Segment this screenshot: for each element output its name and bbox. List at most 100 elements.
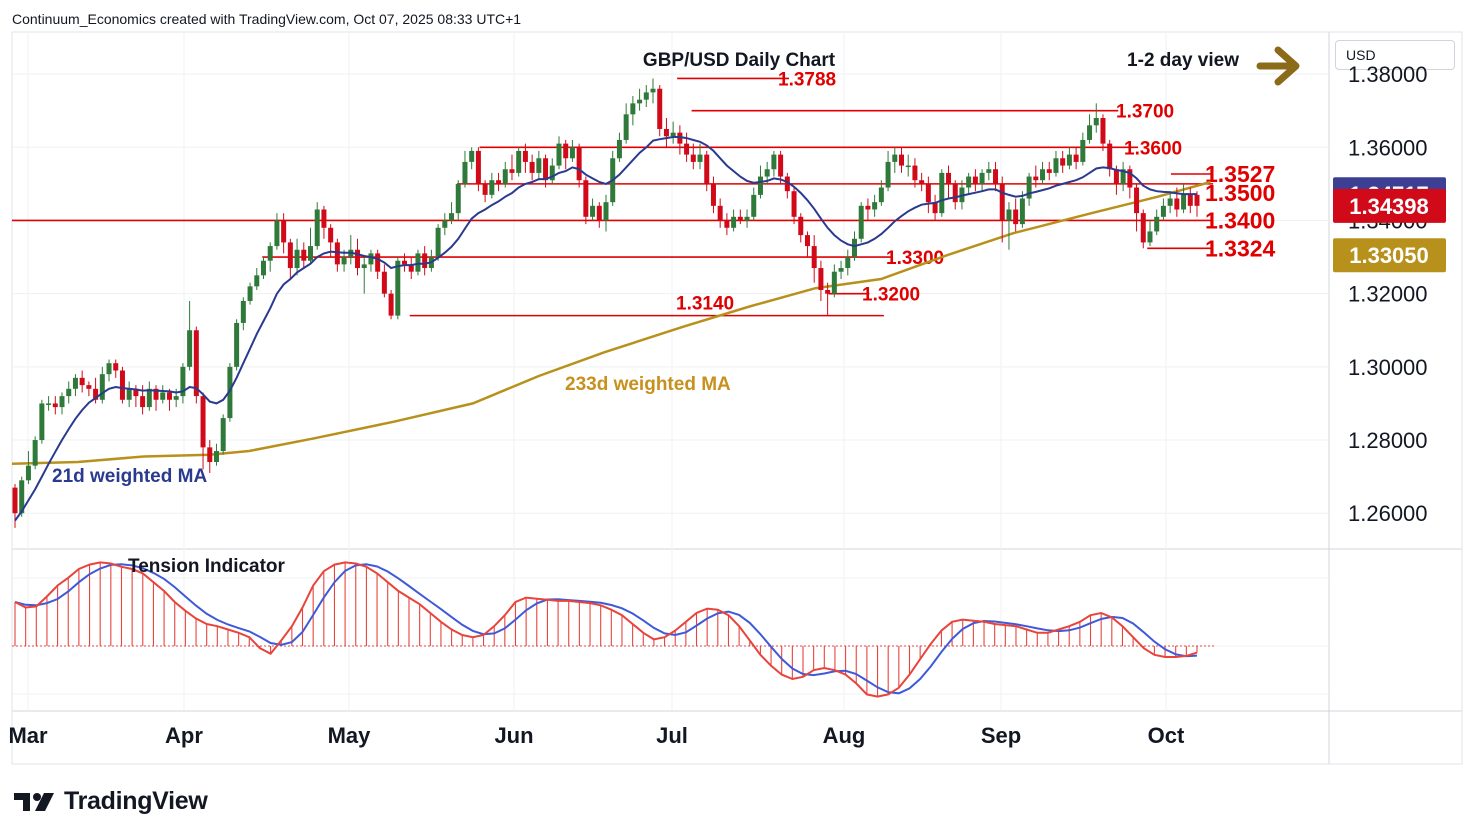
candle (925, 176, 931, 214)
candle-body (878, 187, 884, 203)
candle-body (1019, 198, 1025, 225)
candle (1019, 191, 1025, 228)
candle (778, 150, 784, 184)
candle (99, 366, 105, 404)
candle-body (274, 220, 280, 247)
candle (106, 359, 112, 382)
candle-body (469, 150, 475, 162)
candle (435, 224, 441, 261)
candle (422, 246, 428, 276)
candle (919, 172, 925, 192)
candle (160, 385, 166, 404)
candle-body (872, 202, 878, 210)
candle (603, 194, 609, 232)
candle (663, 118, 669, 148)
candle (590, 198, 596, 221)
candle (1053, 150, 1059, 177)
price-tag: 1.34398 (1333, 188, 1446, 223)
candle-body (576, 147, 582, 181)
candle-body (1113, 169, 1119, 184)
currency-selector[interactable]: USD (1335, 40, 1455, 70)
candle (993, 161, 999, 192)
support-resistance-levels: 1.37881.37001.36001.35271.35001.34001.33… (12, 69, 1276, 317)
candle (267, 242, 273, 272)
candle-body (381, 271, 387, 294)
candle-body (1087, 125, 1093, 140)
candle-body (66, 388, 72, 397)
candle (321, 205, 327, 239)
candle-body (603, 202, 609, 221)
candle-body (361, 264, 367, 269)
candle (811, 235, 817, 283)
chart-annotations: GBP/USD Daily Chart 1-2 day view 21d weigh… (52, 46, 1300, 487)
candle (1040, 161, 1046, 184)
candle-body (435, 227, 441, 258)
candle-body (402, 260, 408, 265)
candle-body (1134, 187, 1140, 214)
x-month-label: Apr (165, 723, 203, 748)
candle (536, 150, 542, 181)
candle (529, 154, 535, 181)
candle (334, 238, 340, 272)
candle (415, 249, 421, 276)
candle (79, 370, 85, 393)
candle (153, 385, 159, 411)
candle (240, 297, 246, 331)
candle (637, 88, 643, 111)
candle-body (899, 154, 904, 166)
candle (39, 399, 45, 444)
candle (187, 300, 193, 371)
price-axis[interactable]: 1.380001.360001.340001.320001.300001.280… (1333, 62, 1446, 526)
candle-body (522, 150, 528, 162)
candle (643, 85, 649, 108)
candle-body (334, 242, 340, 265)
tradingview-logo[interactable]: TradingView (14, 787, 208, 816)
candle-body (301, 249, 307, 261)
candle (516, 147, 522, 177)
time-axis[interactable]: Mar Apr May Jun Jul Aug Sep Oct (8, 723, 1185, 748)
x-month-label: Sep (981, 723, 1021, 748)
candle (569, 139, 575, 162)
level-label: 1.3500 (1205, 180, 1275, 206)
candle (616, 132, 622, 162)
candle-body (281, 220, 287, 243)
candle (858, 202, 864, 243)
candle (52, 396, 58, 415)
candle-body (778, 154, 784, 177)
candle (1073, 147, 1079, 170)
candle (72, 374, 78, 397)
level-label: 1.3600 (1124, 138, 1182, 159)
candle-body (1046, 169, 1052, 173)
x-month-label: Mar (8, 723, 48, 748)
candle (200, 392, 206, 470)
price-tag-box (1333, 188, 1446, 223)
candle-body (885, 161, 891, 188)
candle-body (892, 154, 898, 162)
candle-body (556, 143, 562, 166)
candle (301, 242, 307, 269)
candle (872, 194, 878, 217)
candle (878, 180, 884, 206)
tension-indicator-label: Tension Indicator (128, 556, 286, 577)
candle (355, 238, 361, 276)
level-label: 1.3400 (1205, 207, 1275, 233)
candle-body (825, 290, 831, 294)
candle (381, 264, 387, 298)
candle-body (52, 403, 58, 408)
candle-body (1100, 118, 1106, 144)
candle (1167, 191, 1173, 214)
level-label: 1.3700 (1116, 102, 1174, 123)
candle-body (757, 176, 763, 195)
candle-body (1174, 198, 1180, 210)
candle (804, 231, 810, 258)
tradingview-logo-icon (14, 792, 54, 811)
candle-body (502, 169, 508, 184)
candle-body (1194, 194, 1200, 206)
candle (677, 125, 683, 155)
arrow-right-icon-path (1256, 46, 1300, 86)
candle (845, 249, 851, 276)
candle (717, 198, 723, 228)
candle (1093, 103, 1099, 133)
candle-body (737, 216, 743, 221)
